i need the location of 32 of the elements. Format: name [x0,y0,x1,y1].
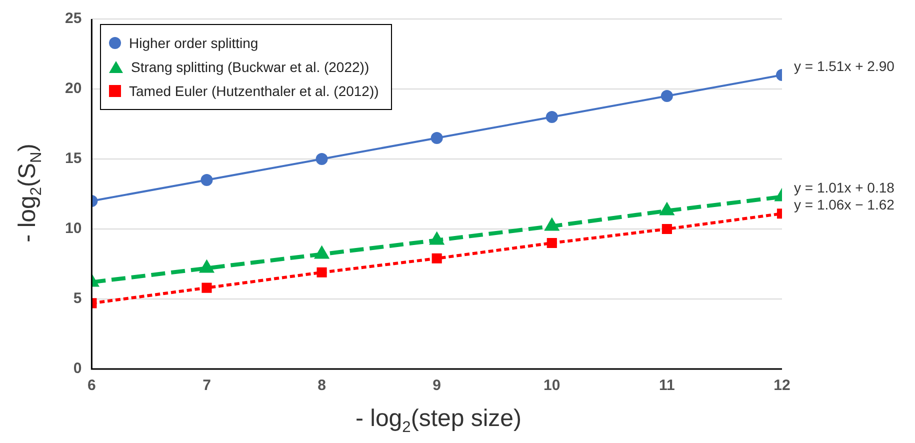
x-tick-label: 8 [318,377,326,394]
point [432,253,442,264]
y-tick-label: 0 [73,360,82,378]
x-axis-title: - log$_{2}$(step size) [354,405,523,437]
legend-label: Higher order splitting [129,35,258,51]
point [316,267,327,278]
y-tick-label: 5 [73,290,82,308]
legend-label: Tamed Euler (Hutzenthaler et al. (2012)) [129,83,379,99]
point [315,247,328,259]
x-tick-label: 6 [88,377,96,394]
y-tick-label: 20 [64,80,82,98]
y-tick-label: 15 [64,150,82,168]
point [202,282,212,293]
point [546,238,557,248]
text: y = 1.51x + 2.90 [794,58,895,74]
y-tick-label: 10 [64,220,82,238]
point [200,174,213,186]
x-tick-label: 7 [202,377,211,394]
point [430,132,443,144]
x-tick-label: 9 [432,377,442,394]
x-tick-label: 11 [659,377,675,394]
x-tick-label: 10 [544,377,560,394]
legend-label: Strang splitting (Buckwar et al. (2022)) [131,59,370,75]
point [660,90,673,102]
y-tick-label: 25 [64,10,82,28]
point [316,153,328,165]
text: y = 1.06x − 1.62 [794,196,895,212]
point [546,111,558,123]
point [662,224,672,234]
point [200,261,214,273]
text: y = 1.01x + 0.18 [794,180,895,196]
x-tick-label: 12 [774,377,790,394]
